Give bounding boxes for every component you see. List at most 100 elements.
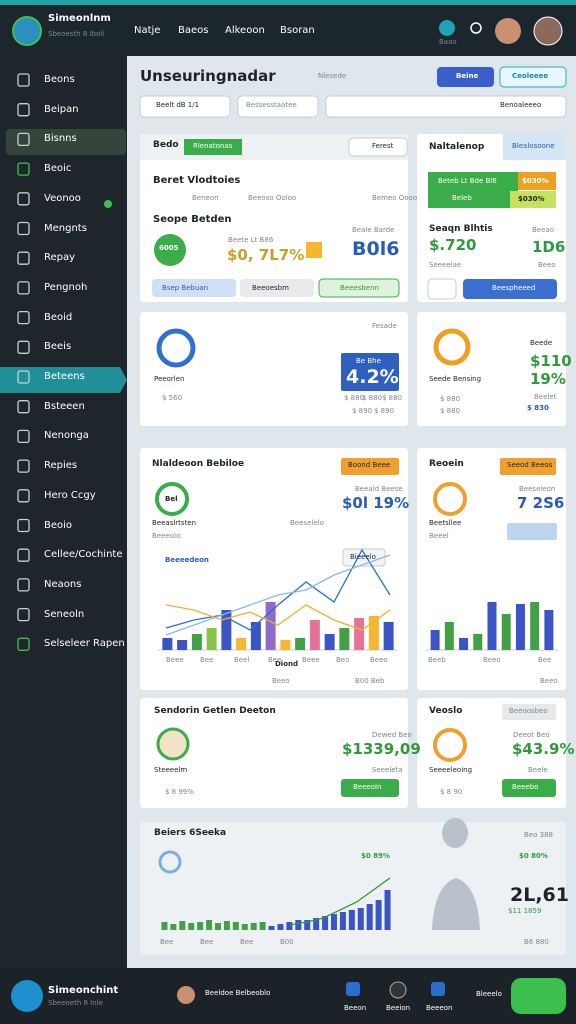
app-subtitle: Sbeoesth 8 Iboli bbox=[48, 30, 105, 38]
search-box[interactable] bbox=[325, 95, 567, 118]
charts bbox=[17, 73, 558, 930]
tab[interactable]: Bedo bbox=[153, 140, 179, 150]
icon-label[interactable]: Beeeon bbox=[426, 1004, 453, 1012]
note: Seeeleta bbox=[372, 766, 403, 774]
sidebar-item[interactable]: Nenonga bbox=[44, 430, 89, 442]
sidebar-item[interactable]: Beoic bbox=[44, 163, 72, 175]
button[interactable]: Beeeoln bbox=[353, 783, 382, 791]
button[interactable]: Beespheeed bbox=[492, 284, 536, 292]
search-icon[interactable] bbox=[470, 22, 482, 34]
sidebar-item[interactable]: Beeis bbox=[44, 341, 72, 353]
ring bbox=[158, 850, 182, 874]
sidebar bbox=[0, 56, 127, 968]
tab-active[interactable] bbox=[184, 139, 242, 155]
footer-button[interactable] bbox=[511, 978, 566, 1014]
nav-item[interactable]: Natje bbox=[134, 25, 161, 36]
sidebar-item[interactable]: Bisnns bbox=[44, 133, 77, 145]
sidebar-icon bbox=[17, 340, 30, 354]
card-title: Beiers 6Seeka bbox=[154, 828, 227, 838]
button[interactable]: Beeesbenn bbox=[340, 284, 379, 292]
secondary-button[interactable] bbox=[499, 66, 567, 88]
stat: $ 890 bbox=[374, 407, 395, 415]
bar bbox=[268, 926, 275, 930]
notify-icon[interactable] bbox=[439, 20, 455, 36]
search[interactable]: Benoaleeeo bbox=[500, 101, 542, 109]
sidebar-icon bbox=[17, 548, 30, 562]
card bbox=[140, 822, 566, 955]
card-button[interactable] bbox=[463, 279, 557, 299]
footer-avatar[interactable] bbox=[177, 986, 195, 1004]
sidebar-icon bbox=[17, 400, 30, 414]
card-button[interactable] bbox=[341, 779, 399, 797]
button[interactable]: Ceoleeee bbox=[512, 72, 549, 80]
bar bbox=[339, 912, 346, 930]
sidebar-item[interactable]: Beteens bbox=[44, 371, 85, 382]
sidebar-item[interactable]: Selseleer Rapen bbox=[44, 638, 125, 650]
nav-item[interactable]: Bsoran bbox=[280, 25, 315, 36]
card bbox=[140, 134, 408, 302]
sidebar-item[interactable]: Beoid bbox=[44, 311, 73, 323]
stat: $ 890 bbox=[352, 407, 373, 415]
card bbox=[417, 312, 566, 426]
bar bbox=[236, 638, 247, 650]
toggle[interactable] bbox=[427, 278, 457, 300]
primary-button[interactable] bbox=[437, 67, 494, 87]
bar bbox=[501, 614, 511, 650]
sidebar-item[interactable]: Mengnts bbox=[44, 222, 87, 234]
filter[interactable] bbox=[139, 95, 231, 118]
stat-label: Beale Barde bbox=[352, 226, 395, 234]
footer-icon[interactable] bbox=[431, 982, 445, 996]
sidebar-item[interactable]: Beons bbox=[44, 74, 75, 85]
card-button[interactable] bbox=[240, 279, 314, 297]
bar bbox=[221, 610, 232, 650]
filter[interactable]: Beelt dB 1/1 bbox=[156, 101, 200, 109]
sidebar-item[interactable]: Pengnoh bbox=[44, 281, 88, 293]
silhouette bbox=[432, 818, 480, 930]
bar bbox=[530, 602, 540, 650]
stat-value: 1D6 bbox=[532, 238, 566, 256]
x-label: Bee bbox=[160, 938, 174, 946]
icon-label[interactable]: Bleeelo bbox=[476, 990, 502, 998]
button[interactable]: Ferest bbox=[372, 142, 394, 150]
filter[interactable] bbox=[237, 95, 319, 118]
footer-icon[interactable] bbox=[389, 981, 407, 999]
tab[interactable]: Rlenatonas bbox=[193, 142, 233, 150]
bar bbox=[280, 640, 291, 650]
sidebar-item[interactable]: Beipan bbox=[44, 103, 79, 115]
tab[interactable] bbox=[503, 134, 566, 160]
card-button[interactable] bbox=[318, 278, 400, 298]
button[interactable]: Bsep Bebuan bbox=[162, 284, 209, 292]
sidebar-item[interactable]: Neaons bbox=[44, 578, 82, 590]
tab-button[interactable] bbox=[348, 137, 408, 157]
avatar[interactable] bbox=[495, 18, 521, 44]
x-label: Bee bbox=[538, 656, 552, 664]
sidebar-item[interactable]: Repay bbox=[44, 252, 76, 264]
sidebar-item[interactable]: Seneoln bbox=[44, 608, 85, 620]
icon-label[interactable]: Beeon bbox=[344, 1004, 367, 1012]
x-label: Beo bbox=[336, 656, 350, 664]
footer-icon[interactable] bbox=[346, 982, 360, 996]
avatar[interactable] bbox=[533, 16, 563, 46]
card-button[interactable] bbox=[502, 779, 556, 797]
sidebar-item[interactable]: Veonoo bbox=[44, 192, 81, 204]
ring-label: Bel bbox=[165, 495, 178, 503]
button[interactable]: Beeebo bbox=[512, 783, 539, 791]
caption: Beeel bbox=[429, 532, 449, 540]
button[interactable]: Beeoesbm bbox=[252, 284, 289, 292]
selected-item[interactable] bbox=[0, 367, 127, 393]
nav-item[interactable]: Baeos bbox=[178, 25, 209, 36]
sidebar-item[interactable]: Beoio bbox=[44, 519, 73, 531]
sidebar-item[interactable]: Repies bbox=[44, 460, 78, 472]
sidebar-item[interactable]: Bsteeen bbox=[44, 400, 85, 412]
tab[interactable]: Blealosoone bbox=[512, 142, 555, 150]
icon-label[interactable]: Beeion bbox=[386, 1004, 411, 1012]
sidebar-item[interactable]: Cellee/Cochinte bbox=[44, 549, 123, 561]
filter[interactable]: Bessesstaatee bbox=[246, 101, 297, 109]
nav-item[interactable]: Alkeoon bbox=[225, 25, 265, 36]
sidebar-item[interactable]: Hero Ccgy bbox=[44, 489, 96, 501]
button[interactable]: Beine bbox=[456, 72, 479, 80]
card bbox=[140, 698, 408, 808]
active-item[interactable] bbox=[6, 129, 126, 155]
card-button[interactable] bbox=[152, 279, 236, 297]
